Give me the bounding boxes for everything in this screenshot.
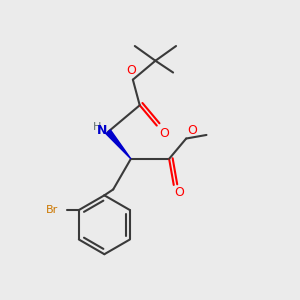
Text: O: O [127,64,136,77]
Text: O: O [175,186,184,200]
Text: H: H [92,122,101,132]
Text: Br: Br [46,205,58,215]
Polygon shape [106,130,131,159]
Text: O: O [188,124,197,137]
Text: O: O [159,127,169,140]
Text: N: N [97,124,107,137]
